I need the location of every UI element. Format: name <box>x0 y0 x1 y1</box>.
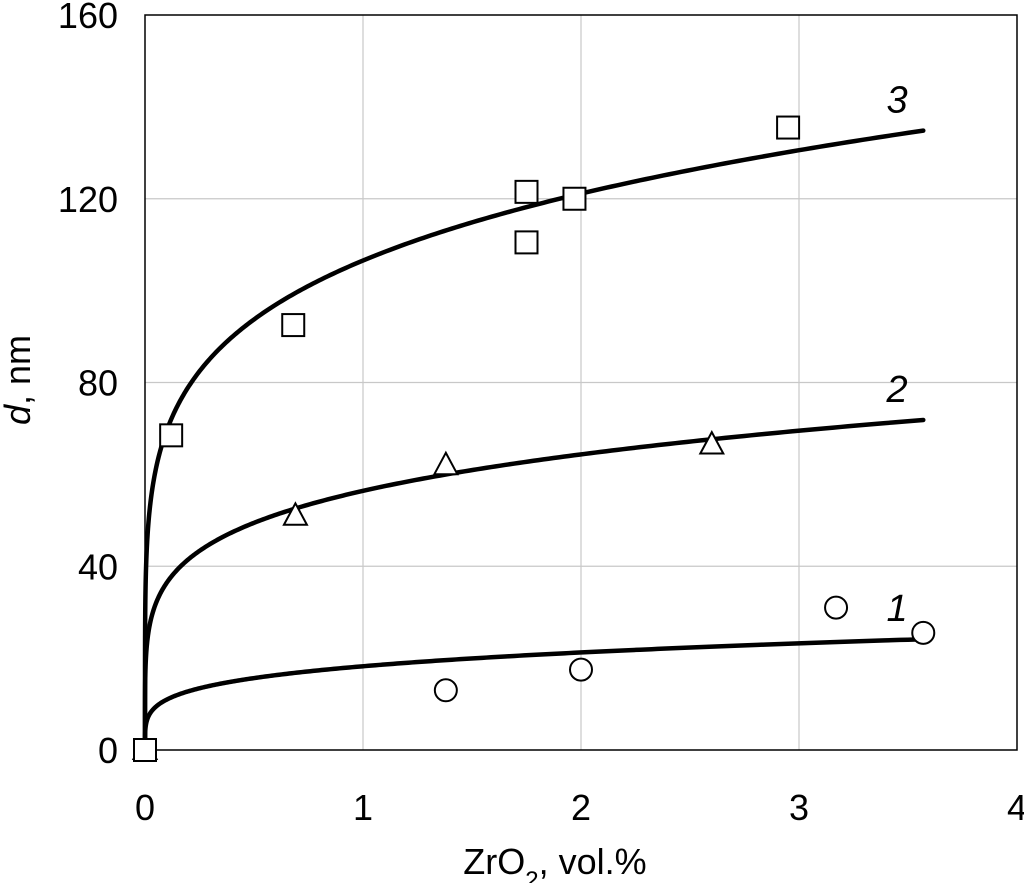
y-tick-label: 120 <box>58 179 118 220</box>
x-tick-label: 2 <box>571 787 591 828</box>
fit-curve-1 <box>142 636 926 753</box>
curve-labels: 1 2 3 <box>886 80 908 631</box>
data-markers <box>131 115 936 762</box>
x-tick-label: 0 <box>135 787 155 828</box>
fit-curve-3 <box>142 128 926 753</box>
curve-label-1: 1 <box>887 588 908 630</box>
square-marker <box>514 179 539 204</box>
curve-label-3: 3 <box>887 80 908 122</box>
triangle-marker <box>698 430 725 455</box>
circle-marker <box>911 620 936 645</box>
x-tick-label: 1 <box>353 787 373 828</box>
triangle-marker <box>282 501 309 526</box>
square-marker <box>514 230 539 255</box>
x-tick-label: 4 <box>1007 787 1024 828</box>
x-tick-label: 3 <box>789 787 809 828</box>
y-axis-title: d, nm <box>0 335 38 425</box>
fit-curves <box>142 128 926 753</box>
plot-frame <box>144 14 1018 751</box>
circle-marker <box>824 595 849 620</box>
fit-curve-2 <box>142 417 926 753</box>
square-marker <box>562 186 587 211</box>
square-marker <box>776 115 801 140</box>
y-tick-label: 160 <box>58 0 118 36</box>
y-tick-label: 0 <box>98 730 118 771</box>
curve-label-2: 2 <box>886 369 908 411</box>
square-marker <box>133 738 157 762</box>
y-tick-label: 40 <box>78 546 118 587</box>
circle-marker <box>569 657 593 682</box>
square-marker <box>159 423 184 448</box>
x-axis-title: ZrO2, vol.% <box>463 841 646 883</box>
y-tick-label: 80 <box>78 363 118 404</box>
square-marker <box>281 313 306 338</box>
triangle-marker <box>432 450 460 476</box>
circle-marker <box>433 678 458 703</box>
